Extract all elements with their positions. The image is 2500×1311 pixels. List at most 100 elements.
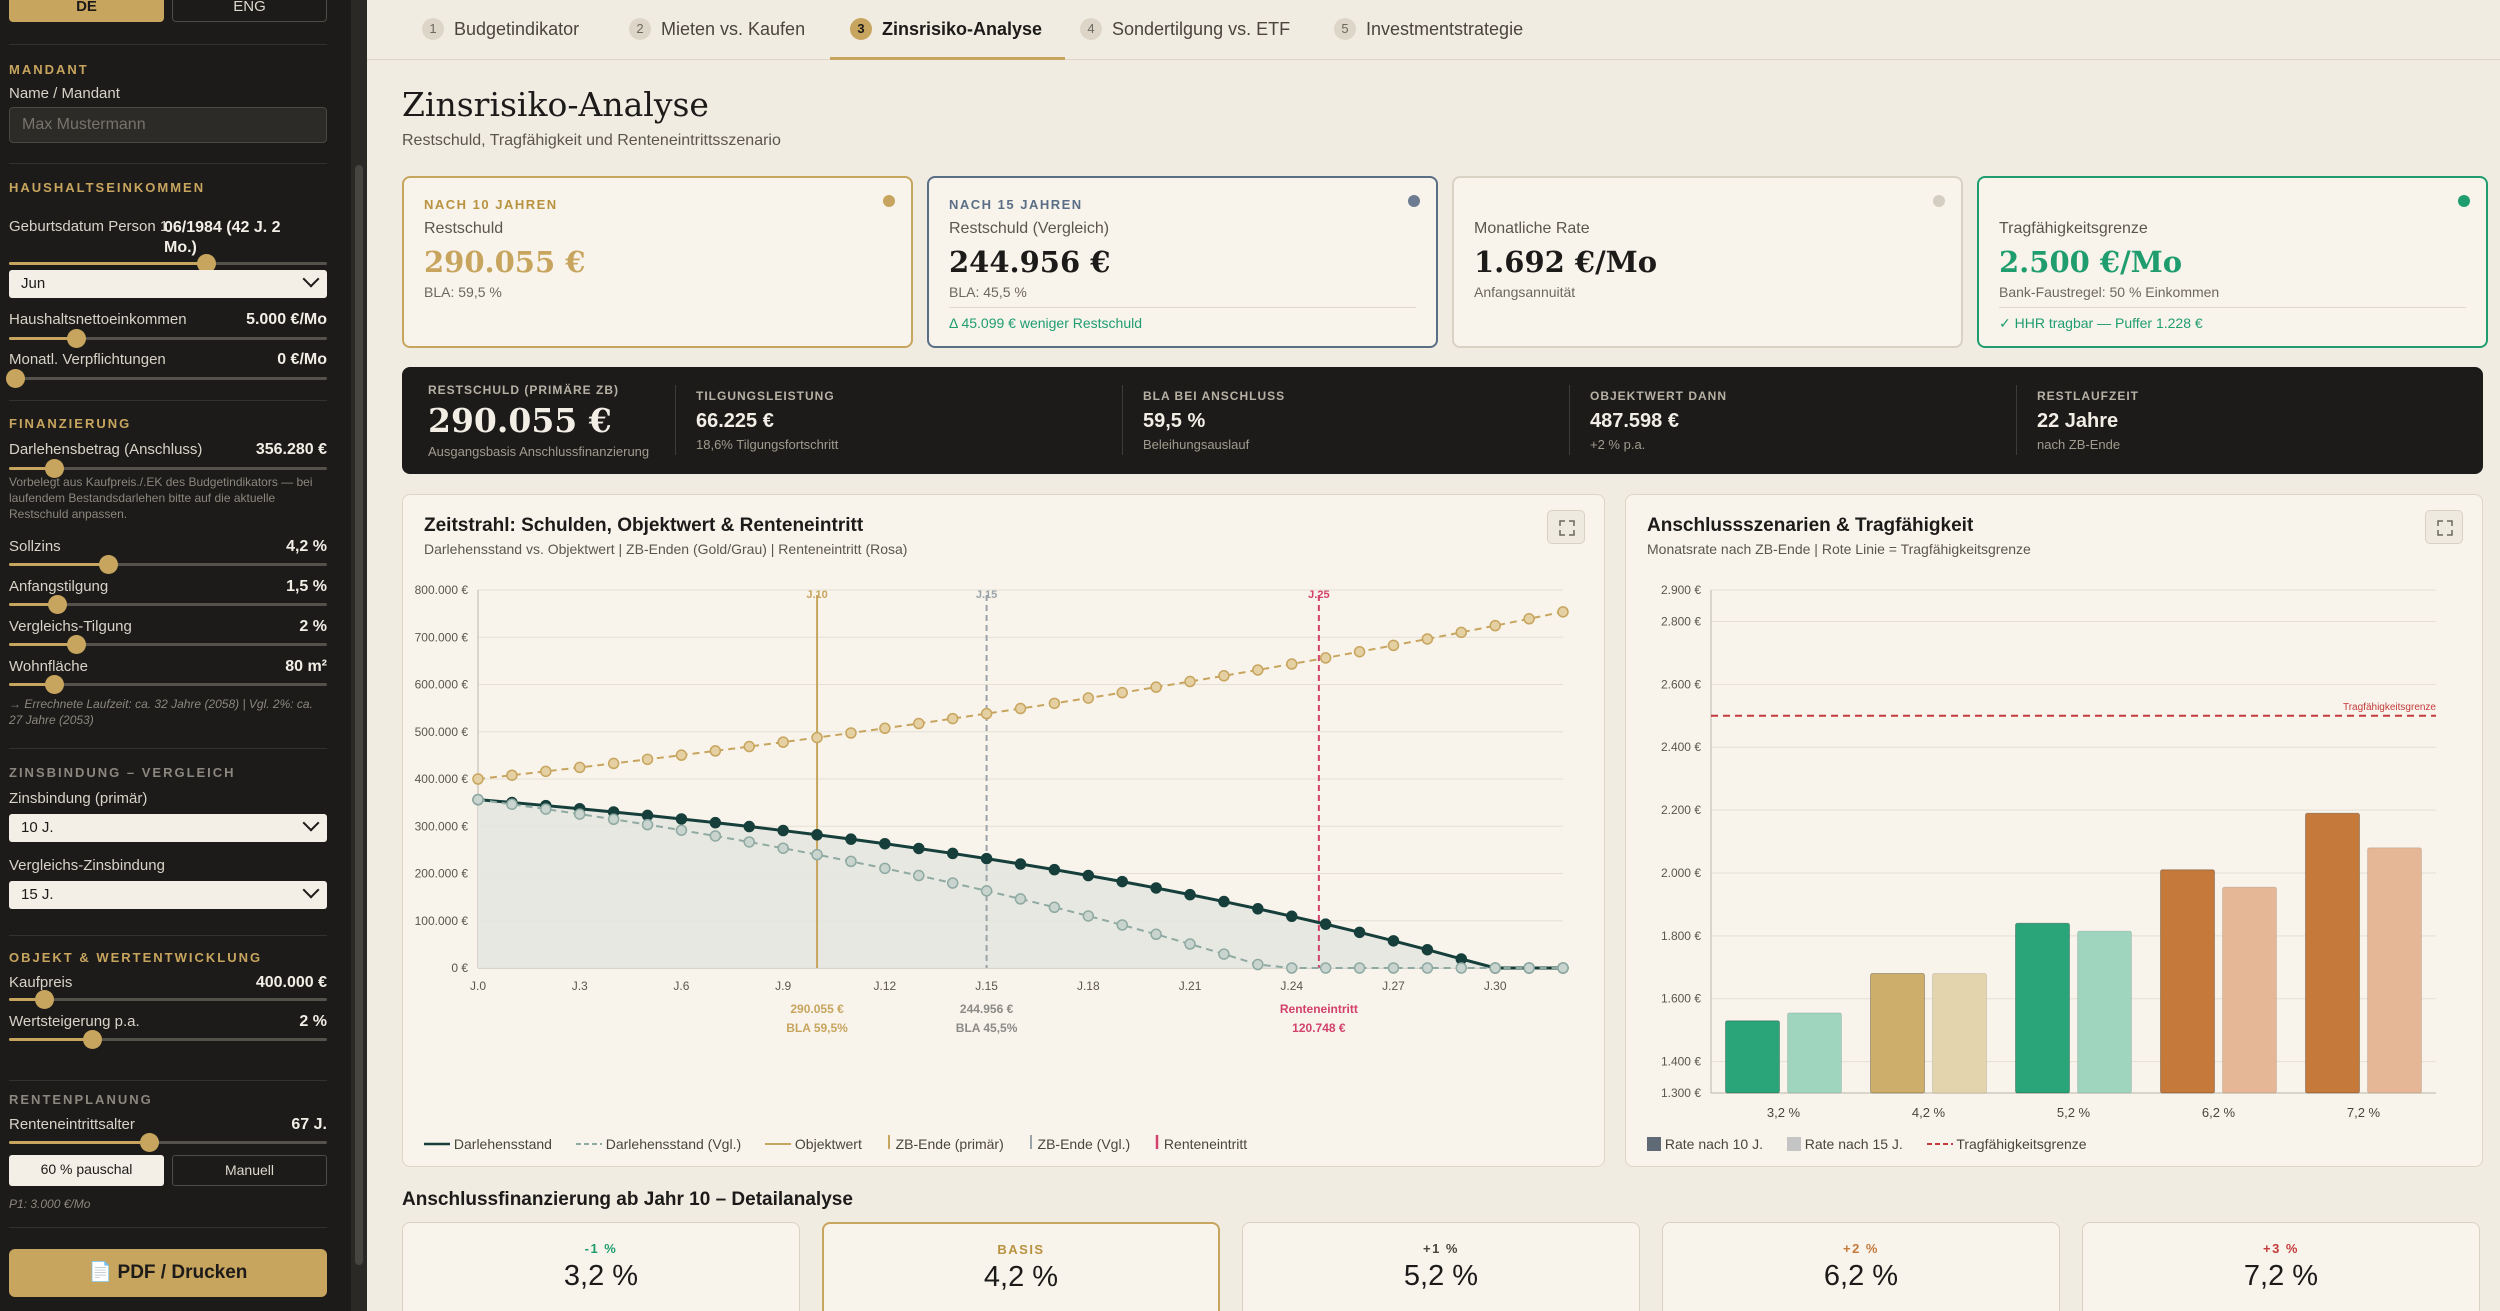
- lang-en-button[interactable]: ENG: [172, 0, 327, 22]
- sidebar: DE ENG MANDANT Name / Mandant Max Muster…: [0, 0, 367, 1311]
- scenario-card[interactable]: +3 % 7,2 %: [2082, 1222, 2480, 1311]
- status-dot: [1933, 195, 1945, 207]
- tab-label: Sondertilgung vs. ETF: [1112, 19, 1291, 39]
- rente-pauschal-button[interactable]: 60 % pauschal: [9, 1155, 164, 1186]
- page-title: Zinsrisiko-Analyse: [402, 85, 709, 124]
- legend-label: Renteneintritt: [1163, 1136, 1248, 1152]
- data-point: [709, 745, 722, 757]
- rente-manuell-button[interactable]: Manuell: [172, 1155, 327, 1186]
- data-point: [1421, 633, 1434, 645]
- kauf-slider-thumb[interactable]: [34, 990, 54, 1009]
- vtilgung-slider-thumb[interactable]: [66, 635, 86, 654]
- x-tick-label: 4,2 %: [1912, 1105, 1946, 1120]
- scenario-card-basis[interactable]: BASIS 4,2 %: [822, 1222, 1220, 1311]
- data-point: [946, 712, 959, 725]
- legend-label: Rate nach 10 J.: [1664, 1136, 1763, 1152]
- wert-slider[interactable]: [9, 1030, 327, 1049]
- tilgung-slider-thumb[interactable]: [47, 595, 67, 614]
- y-tick-label: 2.400 €: [1661, 740, 1701, 754]
- chevron-down-icon: [302, 270, 320, 288]
- scenario-card[interactable]: +2 % 6,2 %: [1662, 1222, 2060, 1311]
- verpfl-slider-thumb[interactable]: [6, 369, 26, 388]
- kauf-slider[interactable]: [9, 990, 327, 1009]
- sollzins-slider-thumb[interactable]: [98, 555, 118, 574]
- y-tick-label: 1.300 €: [1661, 1086, 1701, 1100]
- tab-number: 4: [1080, 18, 1102, 40]
- x-tick-label: J.12: [874, 979, 897, 993]
- wohn-slider[interactable]: [9, 675, 327, 694]
- legend-label: Tragfähigkeitsgrenze: [1956, 1136, 2087, 1152]
- data-point: [1184, 888, 1196, 901]
- summary-item: TILGUNGSLEISTUNG 66.225 € 18,6% Tilgungs…: [696, 389, 838, 452]
- tab-budgetindikator[interactable]: 1 Budgetindikator: [422, 0, 579, 60]
- summary-item: OBJEKTWERT DANN 487.598 € +2 % p.a.: [1590, 389, 1727, 452]
- section-objekt: OBJEKT & WERTENTWICKLUNG: [9, 950, 263, 965]
- kpi-card-restschuld-10: NACH 10 JAHREN Restschuld 290.055 € BLA:…: [402, 176, 913, 348]
- data-point: [1319, 652, 1332, 664]
- data-point: [1082, 692, 1095, 704]
- rente-slider[interactable]: [9, 1133, 327, 1152]
- scenario-caption: -1 %: [584, 1241, 618, 1256]
- x-tick-label: J.24: [1280, 979, 1303, 993]
- wohn-slider-thumb[interactable]: [44, 675, 64, 694]
- data-point: [1048, 697, 1061, 710]
- verpfl-slider[interactable]: [6, 369, 327, 388]
- marker-annotation: 290.055 €: [790, 1002, 844, 1016]
- birth-month-select[interactable]: Jun: [9, 270, 327, 298]
- kpi-card-restschuld-15: NACH 15 JAHREN Restschuld (Vergleich) 24…: [927, 176, 1438, 348]
- rente-slider-thumb[interactable]: [139, 1133, 159, 1152]
- divider: [9, 44, 327, 45]
- expand-button[interactable]: [2425, 510, 2463, 544]
- data-point: [1557, 962, 1569, 974]
- sollzins-slider[interactable]: [9, 555, 327, 574]
- geburt-slider[interactable]: [9, 254, 327, 273]
- summary-sub: +2 % p.a.: [1590, 437, 1646, 452]
- kpi-title: Tragfähigkeitsgrenze: [1999, 220, 2148, 237]
- kpi-title: Restschuld: [424, 220, 504, 237]
- netto-slider-thumb[interactable]: [66, 329, 86, 348]
- tab-zinsrisiko-analyse[interactable]: 3 Zinsrisiko-Analyse: [830, 0, 1066, 60]
- darlehen-label: Darlehensbetrag (Anschluss): [9, 441, 203, 458]
- name-input[interactable]: Max Mustermann: [9, 107, 327, 143]
- sidebar-scrollbar-thumb[interactable]: [355, 165, 363, 1265]
- data-point: [709, 816, 722, 829]
- darlehen-slider[interactable]: [9, 459, 327, 478]
- section-finanzierung: FINANZIERUNG: [9, 416, 132, 431]
- y-tick-label: 800.000 €: [415, 583, 469, 597]
- data-point: [1082, 869, 1095, 882]
- pdf-print-button[interactable]: 📄 PDF / Drucken: [9, 1249, 327, 1297]
- lang-de-button[interactable]: DE: [9, 0, 164, 22]
- tab-mieten-vs-kaufen[interactable]: 2 Mieten vs. Kaufen: [629, 0, 805, 60]
- kpi-caption: NACH 10 JAHREN: [424, 197, 558, 212]
- wert-slider-thumb[interactable]: [82, 1030, 102, 1049]
- marker-label: J.10: [806, 589, 827, 601]
- data-point: [641, 753, 654, 766]
- data-point: [675, 824, 688, 836]
- y-tick-label: 1.600 €: [1661, 992, 1701, 1006]
- tab-investmentstrategie[interactable]: 5 Investmentstrategie: [1334, 0, 1523, 60]
- darlehen-slider-thumb[interactable]: [44, 459, 64, 478]
- y-tick-label: 700.000 €: [415, 630, 469, 644]
- tab-sondertilgung-etf[interactable]: 4 Sondertilgung vs. ETF: [1080, 0, 1290, 60]
- expand-button[interactable]: [1547, 510, 1585, 544]
- data-point: [1252, 958, 1264, 971]
- data-point: [607, 813, 620, 826]
- tilgung-slider[interactable]: [9, 595, 327, 614]
- data-point: [1218, 895, 1230, 908]
- tilgung-label: Anfangstilgung: [9, 578, 109, 595]
- scenario-card[interactable]: +1 % 5,2 %: [1242, 1222, 1640, 1311]
- netto-slider[interactable]: [9, 329, 327, 348]
- zb-vergleich-select[interactable]: 15 J.: [9, 881, 327, 909]
- data-point: [1252, 903, 1264, 915]
- scenario-card[interactable]: -1 % 3,2 %: [402, 1222, 800, 1311]
- legend-swatch: [575, 1143, 602, 1145]
- zb-primaer-select[interactable]: 10 J.: [9, 814, 327, 842]
- geburt-slider-thumb[interactable]: [197, 254, 217, 273]
- wert-label: Wertsteigerung p.a.: [9, 1013, 140, 1030]
- summary-main: RESTSCHULD (PRIMÄRE ZB) 290.055 € Ausgan…: [428, 383, 649, 459]
- tab-label: Budgetindikator: [454, 19, 580, 39]
- legend-item: Tragfähigkeitsgrenze: [1926, 1136, 2087, 1152]
- divider: [9, 400, 327, 401]
- scenario-caption: +3 %: [2263, 1241, 2299, 1256]
- vtilgung-slider[interactable]: [9, 635, 327, 654]
